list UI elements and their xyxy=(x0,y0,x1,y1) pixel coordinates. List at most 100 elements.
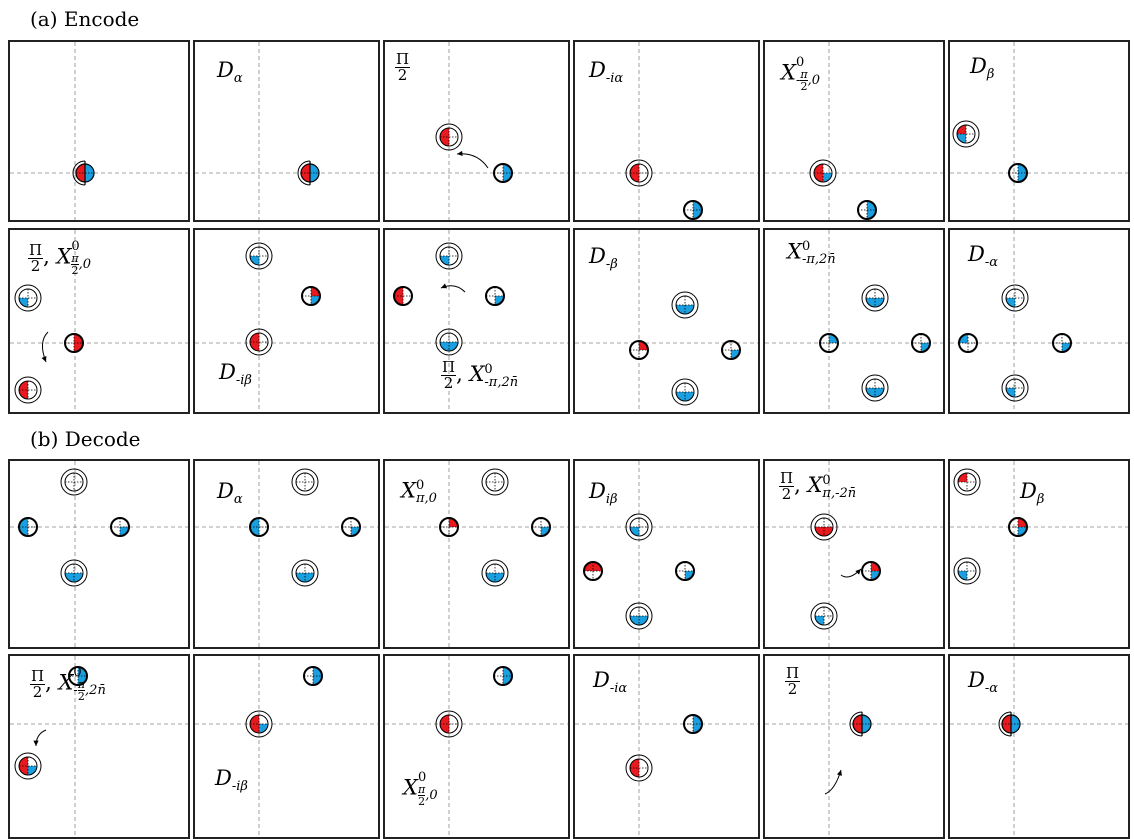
quadrant-fill xyxy=(301,164,310,173)
quadrant-fill xyxy=(815,616,824,625)
qubit-marker xyxy=(625,754,653,782)
qubit-marker xyxy=(675,561,695,581)
qubit-marker xyxy=(625,513,653,541)
quadrant-fill xyxy=(503,667,512,676)
quadrant-fill xyxy=(19,381,28,390)
qubit-marker xyxy=(18,517,38,537)
quadrant-fill xyxy=(639,616,648,625)
qubit-marker xyxy=(435,242,463,270)
quadrant-fill xyxy=(19,390,28,399)
qubit-marker xyxy=(531,517,551,537)
quadrant-fill xyxy=(958,473,967,482)
quadrant-fill xyxy=(814,164,823,173)
quadrant-fill xyxy=(250,715,259,724)
qubit-marker xyxy=(683,714,703,734)
quadrant-fill xyxy=(853,715,862,724)
quadrant-fill xyxy=(250,518,259,527)
quadrant-fill xyxy=(449,518,458,527)
operation-label: D-iβ xyxy=(215,766,248,794)
quadrant-fill xyxy=(440,342,449,351)
qubit-marker xyxy=(393,286,413,306)
quadrant-fill xyxy=(250,342,259,351)
quadrant-fill xyxy=(19,757,28,766)
qubit-marker xyxy=(953,557,981,585)
quadrant-fill xyxy=(853,724,862,733)
qubit-marker xyxy=(68,666,88,686)
qubit-marker xyxy=(861,284,889,312)
quadrant-fill xyxy=(685,305,694,314)
qubit-marker xyxy=(1001,374,1029,402)
quadrant-fill xyxy=(685,392,694,401)
quadrant-fill xyxy=(250,333,259,342)
quadrant-fill xyxy=(1011,724,1020,733)
quadrant-fill xyxy=(693,210,702,219)
qubit-marker xyxy=(110,517,130,537)
qubit-marker xyxy=(998,711,1021,737)
operation-label: D-α xyxy=(968,668,999,696)
operation-label: Dβ xyxy=(970,54,995,82)
quadrant-fill xyxy=(693,724,702,733)
phase-space-panel-b1-2: Dα xyxy=(193,459,380,649)
qubit-marker xyxy=(297,160,320,186)
phase-space-panel-a1-2: Dα xyxy=(193,40,380,222)
qubit-marker xyxy=(291,468,319,496)
qubit-marker xyxy=(64,333,84,353)
qubit-marker xyxy=(439,517,459,537)
quadrant-fill xyxy=(1002,715,1011,724)
rotation-arrow xyxy=(456,150,489,169)
quadrant-fill xyxy=(440,724,449,733)
quadrant-fill xyxy=(871,562,880,571)
quadrant-fill xyxy=(310,164,319,173)
quadrant-fill xyxy=(867,210,876,219)
operation-label: Diβ xyxy=(589,479,618,507)
quadrant-fill xyxy=(65,573,74,582)
phase-space-panel-b1-1 xyxy=(8,459,190,649)
quadrant-fill xyxy=(19,766,28,775)
qubit-marker xyxy=(481,468,509,496)
quadrant-fill xyxy=(250,724,259,733)
quadrant-fill xyxy=(731,350,740,359)
quadrant-fill xyxy=(1006,388,1015,397)
quadrant-fill xyxy=(1018,173,1027,182)
qubit-marker xyxy=(952,120,980,148)
qubit-marker xyxy=(958,333,978,353)
qubit-marker xyxy=(481,559,509,587)
phase-space-panel-a1-6: Dβ xyxy=(948,40,1130,222)
quadrant-fill xyxy=(19,518,28,527)
qubit-marker xyxy=(861,374,889,402)
quadrant-fill xyxy=(541,527,550,536)
quadrant-fill xyxy=(814,173,823,182)
quadrant-fill xyxy=(1018,518,1027,527)
qubit-marker xyxy=(341,517,361,537)
quadrant-fill xyxy=(958,571,967,580)
qubit-marker xyxy=(14,752,42,780)
qubit-marker xyxy=(14,376,42,404)
quadrant-fill xyxy=(959,334,968,343)
qubit-marker xyxy=(493,666,513,686)
quadrant-fill xyxy=(875,298,884,307)
quadrant-fill xyxy=(76,164,85,173)
quadrant-fill xyxy=(593,562,602,571)
qubit-marker xyxy=(301,286,321,306)
quadrant-fill xyxy=(440,256,449,265)
quadrant-fill xyxy=(296,573,305,582)
phase-space-panel-a2-4: D-β xyxy=(573,228,760,414)
quadrant-fill xyxy=(957,134,966,143)
quadrant-fill xyxy=(639,341,648,350)
quadrant-fill xyxy=(866,388,875,397)
qubit-marker xyxy=(671,291,699,319)
quadrant-fill xyxy=(871,571,880,580)
quadrant-fill xyxy=(630,164,639,173)
quadrant-fill xyxy=(85,173,94,182)
quadrant-fill xyxy=(394,296,403,305)
quadrant-fill xyxy=(313,667,322,676)
qubit-marker xyxy=(435,123,463,151)
quadrant-fill xyxy=(630,616,639,625)
quadrant-fill xyxy=(1062,343,1071,352)
